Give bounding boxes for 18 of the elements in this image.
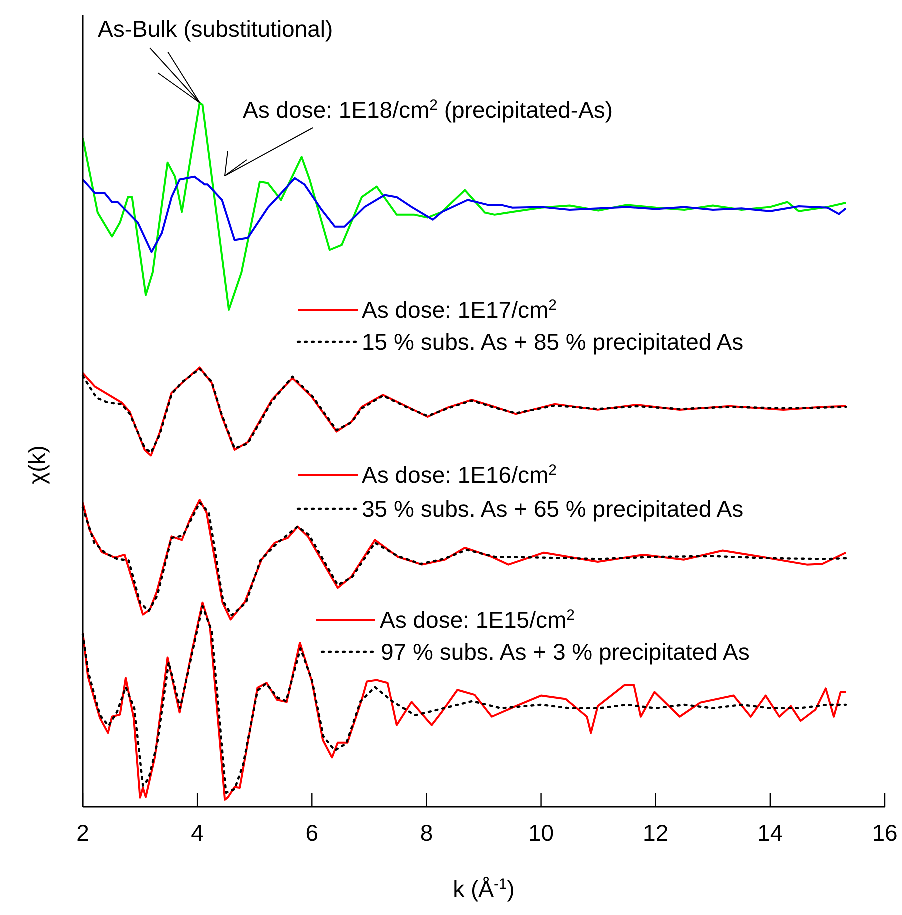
x-tick-label: 2 [76,820,90,846]
x-tick-label: 14 [758,820,784,846]
legend-label: 97 % subs. As + 3 % precipitated As [381,639,750,665]
x-tick-label: 6 [306,820,319,846]
legend-label: As dose: 1E16/cm$^{2}$ [362,462,557,488]
x-tick-label: 10 [528,820,554,846]
x-tick-label: 16 [872,820,898,846]
x-tick-label: 4 [191,820,204,846]
legend-label: As dose: 1E17/cm$^{2}$ [362,296,557,323]
legend-label: As dose: 1E15/cm$^{2}$ [380,606,575,633]
text: As dose: 1E18/cm$^{2}$ (precipitated-As) [243,96,614,123]
legend-label: 35 % subs. As + 65 % precipitated As [362,496,744,522]
x-tick-label: 12 [643,820,669,846]
text: As-Bulk (substitutional) [98,16,334,42]
y-axis-title: χ(k) [24,446,50,484]
x-tick-label: 8 [420,820,434,846]
legend-label: 15 % subs. As + 85 % precipitated As [362,329,744,355]
x-axis-title: k (Å$^{-1}$) [453,876,515,902]
